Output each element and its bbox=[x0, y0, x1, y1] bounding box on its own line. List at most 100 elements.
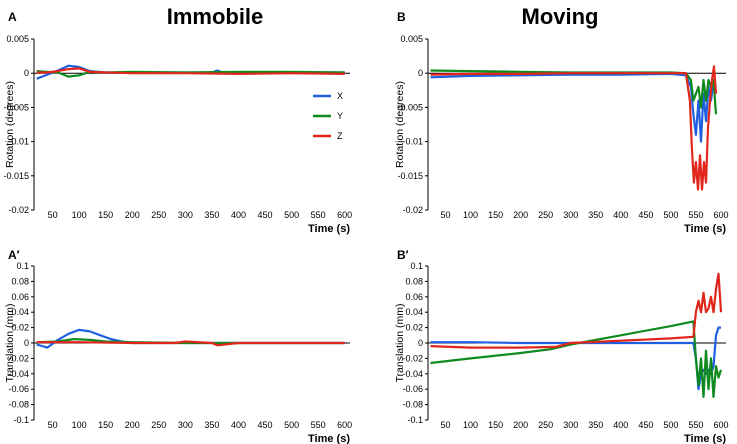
x-tick-label: 250 bbox=[538, 210, 553, 220]
x-tick-label: 450 bbox=[638, 210, 653, 220]
panel-1: A 0.005 0 -0.005 -0.01 -0.015 -0.02 50 100 150 200… bbox=[3, 10, 352, 235]
x-tick-label: 300 bbox=[563, 420, 578, 430]
x-axis-label: Time (s) bbox=[308, 433, 350, 444]
series-line-x bbox=[430, 72, 718, 143]
x-tick-label: 200 bbox=[513, 420, 528, 430]
panel-letter: A bbox=[8, 10, 17, 24]
x-tick-label: 100 bbox=[72, 420, 87, 430]
series-line-z bbox=[36, 67, 345, 76]
x-tick-label: 450 bbox=[258, 420, 273, 430]
series-line-z bbox=[430, 65, 718, 191]
x-tick-label: 400 bbox=[613, 420, 628, 430]
y-tick-label: -0.02 bbox=[402, 205, 423, 215]
x-tick-label: 300 bbox=[563, 210, 578, 220]
x-tick-label: 150 bbox=[98, 420, 113, 430]
y-tick-label: 0 bbox=[24, 338, 29, 348]
y-tick-label: -0.015 bbox=[397, 171, 423, 181]
x-tick-label: 350 bbox=[204, 420, 219, 430]
y-tick-label: 0 bbox=[418, 338, 423, 348]
y-tick-label: 0.005 bbox=[400, 34, 423, 44]
y-tick-label: -0.06 bbox=[8, 384, 29, 394]
x-tick-label: 600 bbox=[713, 420, 728, 430]
y-tick-label: 0.04 bbox=[11, 307, 29, 317]
x-axis-label: Time (s) bbox=[684, 433, 726, 444]
y-tick-label: -0.06 bbox=[402, 384, 423, 394]
x-tick-label: 50 bbox=[48, 210, 58, 220]
x-tick-label: 50 bbox=[441, 420, 451, 430]
x-tick-label: 250 bbox=[151, 210, 166, 220]
x-tick-label: 400 bbox=[231, 210, 246, 220]
series-line-z bbox=[430, 272, 723, 349]
legend-label-z: Z bbox=[337, 131, 343, 141]
x-tick-label: 350 bbox=[204, 210, 219, 220]
x-tick-label: 200 bbox=[125, 420, 140, 430]
y-tick-label: -0.1 bbox=[13, 415, 29, 425]
x-tick-label: 250 bbox=[151, 420, 166, 430]
x-tick-label: 200 bbox=[513, 210, 528, 220]
y-tick-label: 0.04 bbox=[405, 307, 423, 317]
x-tick-label: 200 bbox=[125, 210, 140, 220]
y-tick-label: 0 bbox=[418, 68, 423, 78]
x-tick-label: 450 bbox=[638, 420, 653, 430]
panel-3: A′0.1 0.08 0.06 0.04 0.02 0 -0.02 -0.04 -0.06 -0.… bbox=[4, 248, 352, 444]
x-tick-label: 350 bbox=[588, 210, 603, 220]
x-tick-label: 50 bbox=[48, 420, 58, 430]
x-tick-label: 150 bbox=[488, 420, 503, 430]
y-tick-label: -0.1 bbox=[407, 415, 423, 425]
x-tick-label: 400 bbox=[231, 420, 246, 430]
y-tick-label: -0.02 bbox=[8, 205, 29, 215]
y-tick-label: -0.01 bbox=[402, 137, 423, 147]
x-tick-label: 550 bbox=[311, 210, 326, 220]
legend-label-y: Y bbox=[337, 111, 343, 121]
x-tick-label: 500 bbox=[284, 210, 299, 220]
x-tick-label: 50 bbox=[441, 210, 451, 220]
panel-4: B′0.1 0.08 0.06 0.04 0.02 0 -0.02 -0.04 -0.06 -0.… bbox=[394, 248, 729, 444]
y-axis-label: Translation (mm) bbox=[4, 304, 16, 383]
legend-label-x: X bbox=[337, 91, 343, 101]
x-tick-label: 100 bbox=[72, 210, 87, 220]
x-tick-label: 600 bbox=[713, 210, 728, 220]
x-tick-label: 500 bbox=[663, 420, 678, 430]
x-tick-label: 550 bbox=[688, 210, 703, 220]
y-tick-label: 0.08 bbox=[11, 276, 29, 286]
x-tick-label: 500 bbox=[663, 210, 678, 220]
panel-letter: B bbox=[397, 10, 406, 24]
x-tick-label: 500 bbox=[284, 420, 299, 430]
y-tick-label: -0.02 bbox=[402, 353, 423, 363]
x-axis-label: Time (s) bbox=[684, 223, 726, 235]
column-title-moving: Moving bbox=[522, 4, 599, 29]
panel-2: B 0.005 0 -0.005 -0.01 -0.015 -0.02 50 100 150 200… bbox=[394, 10, 729, 235]
y-axis-label: Rotation (degrees) bbox=[394, 81, 406, 168]
x-tick-label: 350 bbox=[588, 420, 603, 430]
y-tick-label: 0.02 bbox=[11, 323, 29, 333]
series-line-y bbox=[430, 320, 723, 398]
x-tick-label: 450 bbox=[258, 210, 273, 220]
panel-letter: A′ bbox=[8, 248, 20, 262]
y-tick-label: -0.02 bbox=[8, 353, 29, 363]
x-tick-label: 150 bbox=[488, 210, 503, 220]
y-tick-label: 0.1 bbox=[16, 261, 29, 271]
series-line-z bbox=[36, 340, 345, 347]
y-tick-label: 0 bbox=[24, 68, 29, 78]
y-tick-label: 0.02 bbox=[405, 323, 423, 333]
y-tick-label: -0.08 bbox=[402, 400, 423, 410]
x-tick-label: 600 bbox=[337, 210, 352, 220]
x-axis-label: Time (s) bbox=[308, 223, 350, 235]
x-tick-label: 300 bbox=[178, 210, 193, 220]
y-tick-label: -0.015 bbox=[3, 171, 29, 181]
y-tick-label: 0.06 bbox=[11, 292, 29, 302]
y-tick-label: 0.08 bbox=[405, 276, 423, 286]
x-tick-label: 100 bbox=[463, 210, 478, 220]
y-tick-label: -0.08 bbox=[8, 400, 29, 410]
y-tick-label: -0.005 bbox=[397, 102, 423, 112]
y-tick-label: -0.04 bbox=[8, 369, 29, 379]
x-tick-label: 400 bbox=[613, 210, 628, 220]
x-tick-label: 150 bbox=[98, 210, 113, 220]
y-tick-label: -0.04 bbox=[402, 369, 423, 379]
y-tick-label: -0.01 bbox=[8, 137, 29, 147]
series-line-y bbox=[430, 69, 718, 115]
y-axis-label: Rotation (degrees) bbox=[4, 81, 16, 168]
y-tick-label: -0.005 bbox=[3, 102, 29, 112]
y-tick-label: 0.06 bbox=[405, 292, 423, 302]
x-tick-label: 600 bbox=[337, 420, 352, 430]
